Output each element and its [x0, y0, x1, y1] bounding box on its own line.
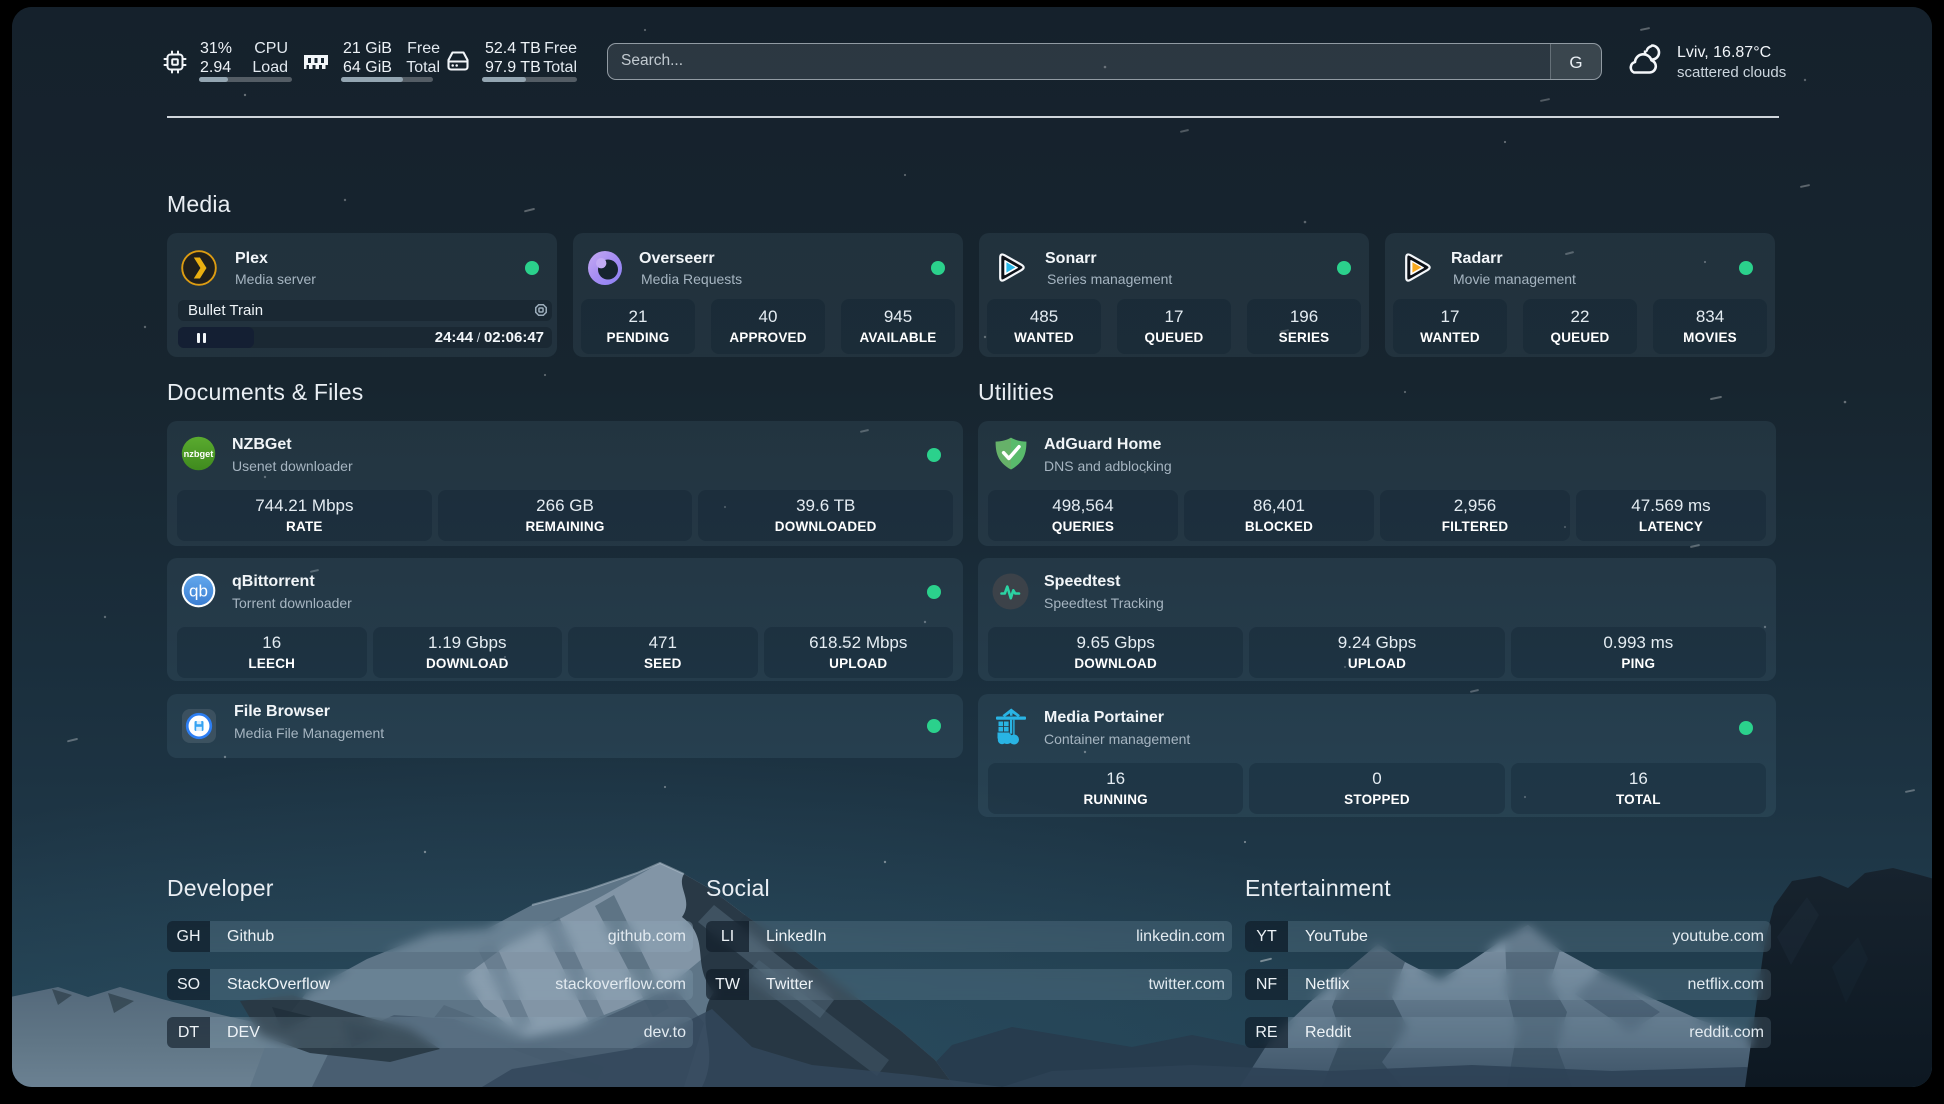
- svg-text:nzbget: nzbget: [184, 449, 214, 459]
- svg-text:qb: qb: [189, 581, 208, 600]
